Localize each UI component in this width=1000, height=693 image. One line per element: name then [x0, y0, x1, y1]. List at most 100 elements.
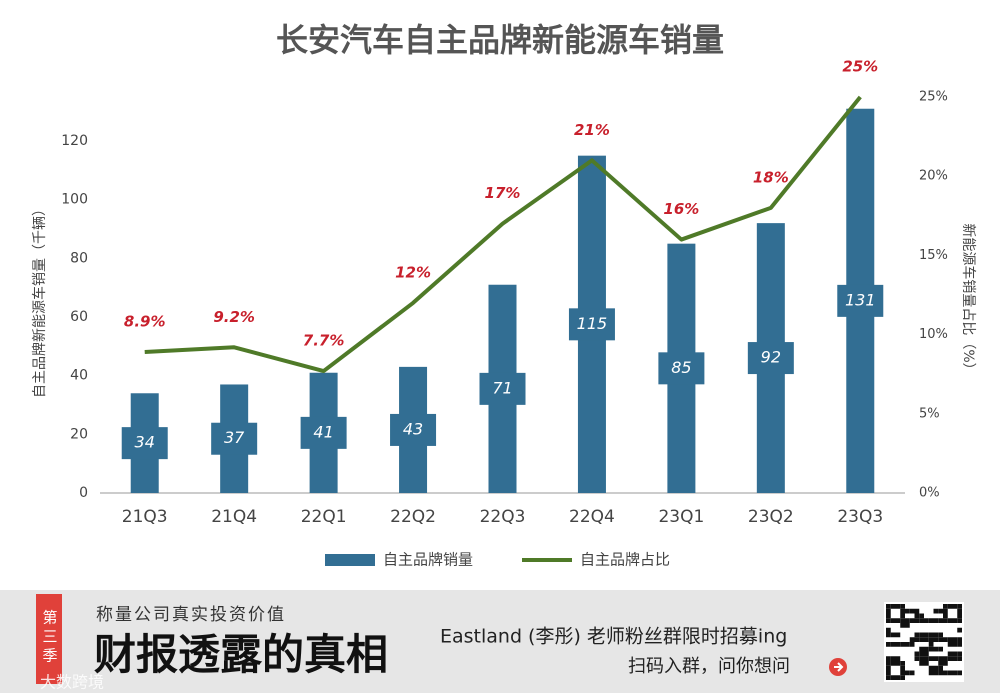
qr-cell	[900, 642, 905, 647]
qr-cell	[952, 642, 958, 647]
qr-cell	[947, 604, 953, 609]
qr-cell	[886, 604, 891, 609]
data-label: 7.7%	[303, 332, 345, 350]
qr-cell	[952, 618, 958, 623]
qr-cell	[895, 675, 901, 680]
qr-cell	[895, 604, 901, 609]
data-label: 25%	[842, 58, 878, 76]
qr-cell	[957, 613, 962, 619]
data-label: 92	[761, 348, 781, 367]
qr-cell	[952, 656, 958, 661]
qr-cell	[957, 642, 962, 647]
qr-cell	[928, 618, 934, 623]
y-tick-label: 20	[70, 426, 88, 442]
data-label: 37	[224, 428, 245, 447]
qr-cell	[928, 646, 934, 652]
qr-cell	[933, 646, 939, 652]
data-label: 43	[403, 419, 423, 438]
qr-cell	[900, 661, 905, 666]
qr-cell	[928, 632, 934, 638]
label-box	[479, 372, 526, 405]
qr-cell	[924, 651, 929, 657]
x-tick-label: 22Q3	[480, 507, 526, 527]
chart-title: 长安汽车自主品牌新能源车销量	[276, 21, 724, 59]
qr-cell	[886, 627, 891, 633]
qr-cell	[886, 665, 891, 671]
qr-cell	[957, 670, 962, 676]
qr-cell	[957, 651, 962, 657]
x-tick-label: 23Q3	[837, 507, 883, 527]
x-tick-label: 22Q2	[390, 507, 436, 527]
qr-cell	[914, 651, 920, 657]
qr-cell	[943, 608, 948, 614]
y2-tick-label: 20%	[919, 169, 948, 184]
x-tick-label: 21Q4	[211, 507, 257, 527]
qr-cell	[924, 661, 929, 666]
qr-cell	[943, 670, 948, 676]
qr-cell	[938, 608, 943, 614]
qr-cell	[900, 670, 905, 676]
qr-code	[884, 602, 964, 682]
x-tick-label: 22Q1	[301, 507, 347, 527]
qr-cell	[957, 627, 962, 633]
qr-cell	[914, 637, 920, 642]
qr-cell	[890, 642, 896, 647]
tag-bg	[36, 594, 62, 684]
qr-cell	[947, 651, 953, 657]
qr-cell	[928, 642, 934, 647]
x-tick-label: 23Q1	[658, 507, 704, 527]
data-label: 131	[845, 290, 876, 309]
qr-cell	[890, 618, 896, 623]
qr-cell	[933, 665, 939, 671]
qr-cell	[943, 656, 948, 661]
qr-cell	[933, 656, 939, 661]
data-label: 18%	[753, 168, 789, 186]
qr-cell	[924, 632, 929, 638]
y2-tick-label: 5%	[919, 406, 940, 421]
qr-cell	[905, 618, 910, 623]
qr-cell	[928, 656, 934, 661]
tag: 第三季	[41, 609, 59, 667]
promo: Eastland (李彤) 老师粉丝群限时招募ing	[440, 626, 787, 648]
label-box	[300, 416, 347, 449]
qr-cell	[919, 632, 924, 638]
qr-cell	[900, 608, 905, 614]
footer: 第三季 称量公司真实投资价值 财报透露的真相 Eastland (李彤) 老师粉…	[0, 590, 1000, 693]
qr-cell	[938, 656, 943, 661]
qr-cell	[909, 642, 915, 647]
line	[144, 95, 862, 374]
footer-bg	[0, 590, 1000, 693]
data-label: 8.9%	[124, 313, 166, 331]
qr-cell	[909, 618, 915, 623]
qr-cell	[905, 642, 910, 647]
qr-cell	[928, 637, 934, 642]
qr-cell	[900, 604, 905, 609]
qr-cell	[957, 604, 962, 609]
qr-cell	[914, 618, 920, 623]
qr-cell	[886, 675, 891, 680]
qr-cell	[895, 632, 901, 638]
qr-cell	[895, 618, 901, 623]
qr-cell	[919, 618, 924, 623]
qr-cell	[886, 608, 891, 614]
qr-cell	[947, 670, 953, 676]
qr-cell	[957, 656, 962, 661]
qr-cell	[947, 656, 953, 661]
qr-cell	[900, 623, 905, 628]
qr-cell	[933, 618, 939, 623]
data-label: 85	[671, 358, 691, 377]
qr-cell	[919, 646, 924, 652]
qr-cell	[886, 618, 891, 623]
qr-cell	[919, 613, 924, 619]
cta: 扫码入群，问你想问	[628, 656, 790, 677]
qr-cell	[928, 670, 934, 676]
data-label: 115	[577, 314, 608, 333]
qr-cell	[928, 665, 934, 671]
label-box	[658, 352, 705, 385]
qr-cell	[947, 642, 953, 647]
qr-cell	[890, 604, 896, 609]
qr-cell	[933, 608, 939, 614]
qr-cell	[914, 632, 920, 638]
qr-cell	[890, 656, 896, 661]
